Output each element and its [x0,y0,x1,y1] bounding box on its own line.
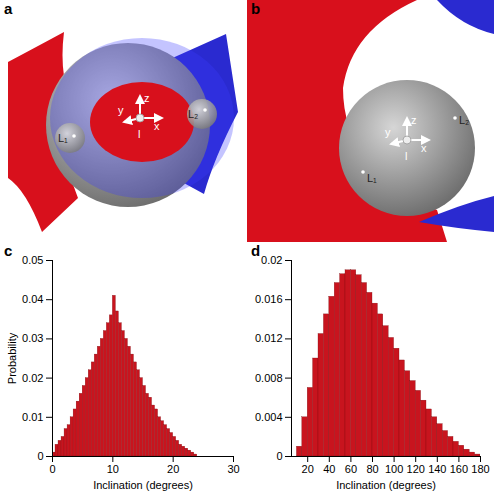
svg-text:0.02: 0.02 [22,372,43,384]
svg-text:y: y [385,126,391,138]
svg-text:0.02: 0.02 [261,254,282,266]
svg-text:0: 0 [49,463,55,475]
svg-text:0.05: 0.05 [22,254,43,266]
svg-text:60: 60 [345,463,357,475]
svg-text:10: 10 [107,463,119,475]
svg-text:80: 80 [366,463,378,475]
svg-text:L₁: L₁ [58,132,68,144]
svg-text:120: 120 [407,463,425,475]
svg-text:L₂: L₂ [459,114,469,126]
svg-text:a: a [4,0,13,17]
svg-text:0.004: 0.004 [255,411,283,423]
svg-text:180: 180 [471,463,489,475]
svg-text:40: 40 [323,463,335,475]
svg-text:0.012: 0.012 [255,332,283,344]
svg-text:0.04: 0.04 [22,293,43,305]
html-text:d: d [251,242,261,259]
svg-text:x: x [154,120,160,132]
svg-text:Probability: Probability [6,332,18,384]
svg-text:100: 100 [385,463,403,475]
svg-text:l: l [138,128,140,140]
svg-text:30: 30 [227,463,239,475]
svg-text:Inclination (degrees): Inclination (degrees) [93,479,193,491]
svg-text:0.008: 0.008 [255,372,283,384]
svg-text:l: l [405,150,407,162]
svg-text:x: x [421,142,427,154]
svg-text:Inclination (degrees): Inclination (degrees) [336,479,436,491]
svg-text:0: 0 [37,450,43,462]
svg-text:0.016: 0.016 [255,293,283,305]
svg-text:L₂: L₂ [188,108,198,120]
svg-text:0.03: 0.03 [22,332,43,344]
svg-text:20: 20 [302,463,314,475]
svg-text:z: z [144,92,150,104]
svg-text:160: 160 [450,463,468,475]
html-text:c: c [4,242,13,259]
svg-text:140: 140 [428,463,446,475]
svg-text:y: y [118,104,124,116]
svg-text:L₁: L₁ [367,172,377,184]
svg-text:0: 0 [276,450,282,462]
svg-text:b: b [251,0,260,17]
svg-text:z: z [411,114,417,126]
svg-text:20: 20 [167,463,179,475]
svg-text:0.01: 0.01 [22,411,43,423]
